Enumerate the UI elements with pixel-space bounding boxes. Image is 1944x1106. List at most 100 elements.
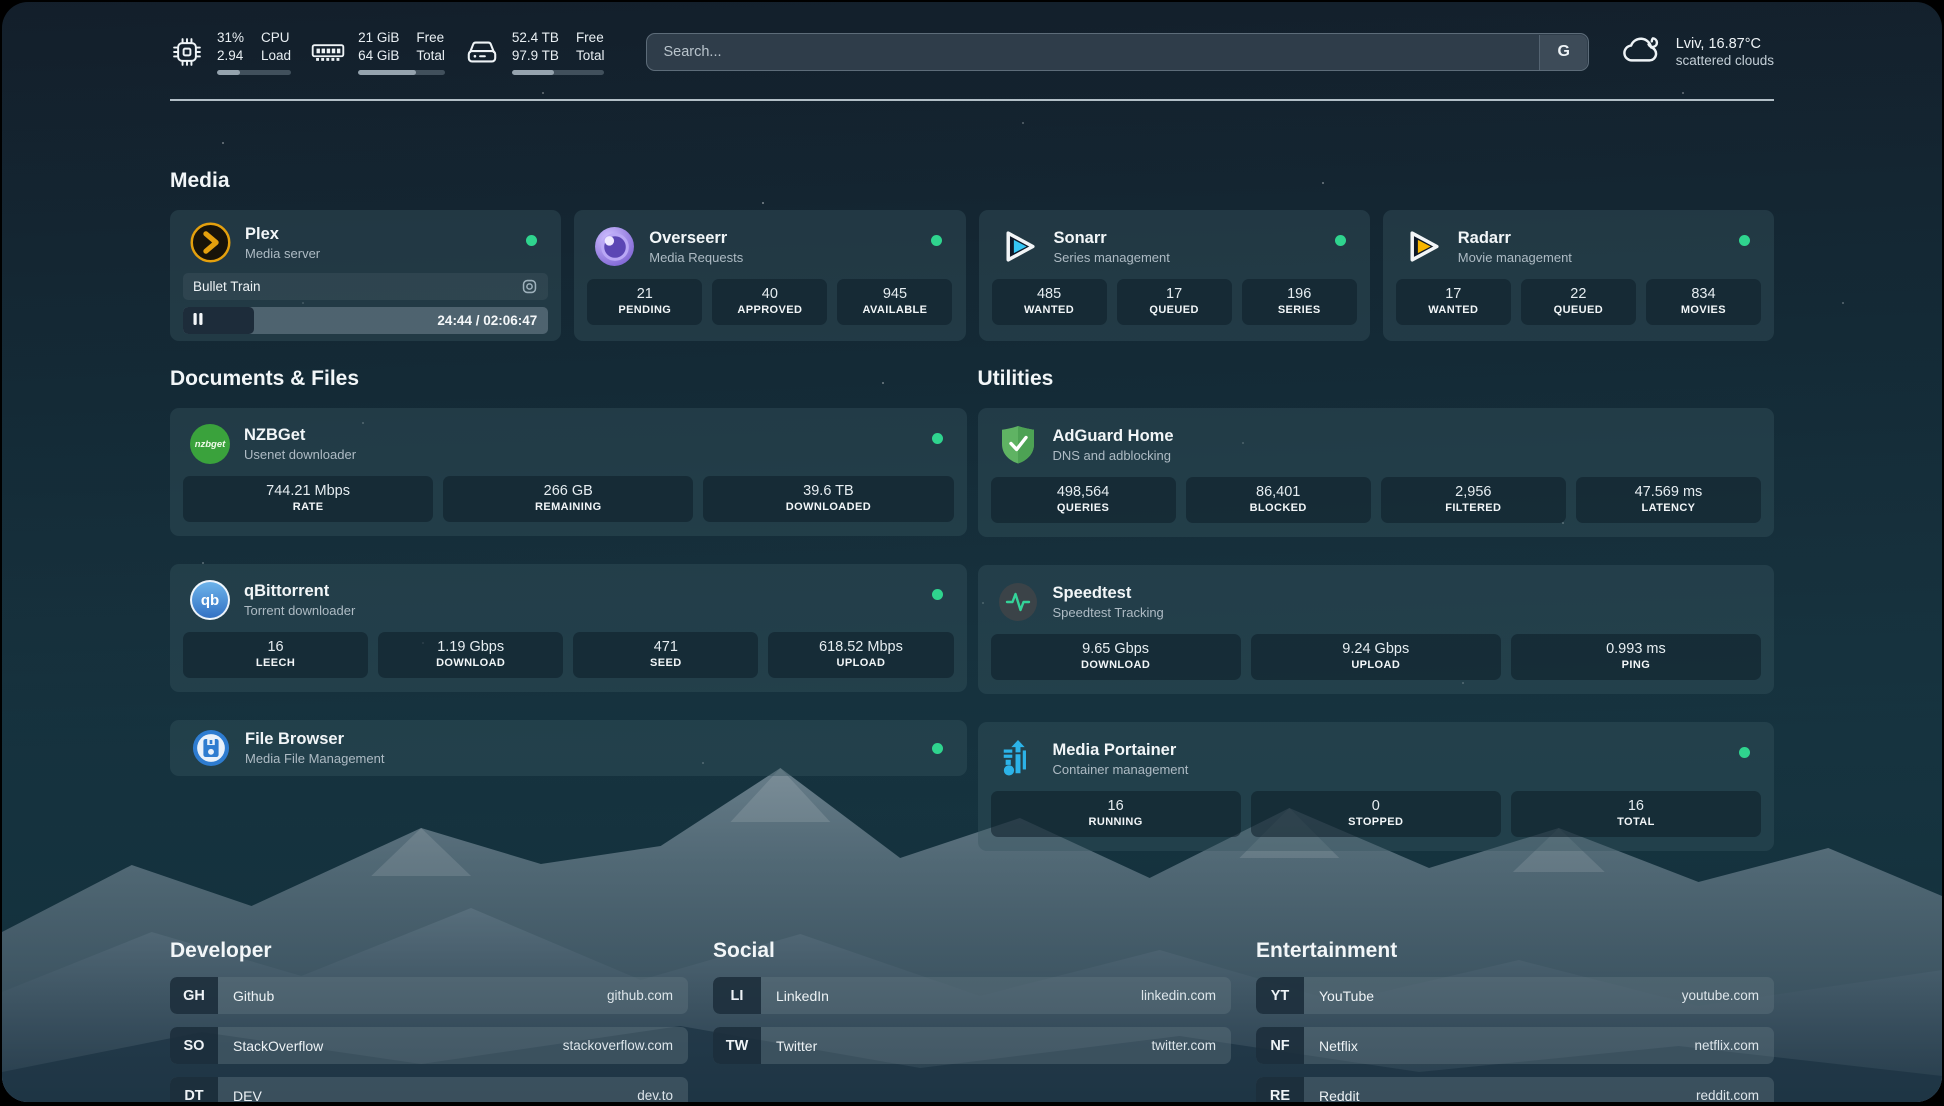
service-card-nzbget[interactable]: nzbget NZBGet Usenet downloader 744.21 M…	[170, 408, 967, 537]
bookmark-name: StackOverflow	[233, 1037, 324, 1054]
stat-box: 39.6 TB DOWNLOADED	[703, 476, 954, 523]
stat-box: 16 RUNNING	[990, 791, 1241, 838]
bookmark-url: netflix.com	[1694, 1038, 1759, 1054]
stat-box: 9.24 Gbps UPLOAD	[1250, 634, 1501, 681]
service-card-sonarr[interactable]: Sonarr Series management 485 WANTED 17 QUE…	[978, 210, 1370, 342]
service-description: Container management	[1052, 761, 1189, 777]
disk-icon	[465, 35, 499, 69]
memory-icon	[311, 35, 345, 69]
bookmark-name: DEV	[233, 1087, 262, 1102]
stat-box: 22 QUEUED	[1520, 279, 1636, 326]
service-name: Speedtest	[1052, 583, 1132, 602]
bookmark-reddit[interactable]: RE Reddit reddit.com	[1256, 1077, 1774, 1102]
section-title-social: Social	[713, 939, 775, 963]
playback-elapsed	[183, 307, 255, 335]
stat-box: 0 STOPPED	[1250, 791, 1501, 838]
now-playing-title: Bullet Train	[193, 279, 261, 295]
stat-box: 834 MOVIES	[1645, 279, 1761, 326]
stat-box: 266 GB REMAINING	[443, 476, 694, 523]
bookmark-dev[interactable]: DT DEV dev.to	[170, 1077, 688, 1102]
sonarr-icon	[999, 226, 1040, 267]
stat-box: 47.569 ms LATENCY	[1575, 477, 1761, 524]
cpu-load-value: 2.94	[217, 47, 244, 63]
service-card-overseerr[interactable]: Overseerr Media Requests 21 PENDING 40 APP…	[574, 210, 966, 342]
filebrowser-icon	[190, 728, 231, 769]
bookmark-twitter[interactable]: TW Twitter twitter.com	[713, 1027, 1231, 1065]
section-media: Media Plex Media server	[170, 169, 1774, 342]
bookmark-abbr: RE	[1256, 1077, 1304, 1102]
section-title-documents: Documents & Files	[170, 367, 360, 391]
bookmark-abbr: GH	[170, 977, 218, 1015]
weather-widget: Lviv, 16.87°C scattered clouds	[1621, 34, 1774, 71]
now-playing-icon[interactable]	[521, 278, 538, 295]
memory-total-label: Total	[416, 47, 445, 63]
service-card-qbittorrent[interactable]: qb qBittorrent Torrent downloader 16 LEEC…	[170, 564, 967, 693]
bookmark-name: Github	[233, 987, 275, 1004]
search-provider-button[interactable]: G	[1539, 34, 1588, 70]
bookmark-abbr: NF	[1256, 1027, 1304, 1065]
stat-box: 0.993 ms PING	[1510, 634, 1762, 681]
disk-total-value: 97.9 TB	[511, 47, 559, 63]
cpu-load-label: Load	[261, 47, 292, 63]
bookmark-name: Reddit	[1319, 1087, 1360, 1102]
service-card-radarr[interactable]: Radarr Movie management 17 WANTED 22 QUEUE…	[1382, 210, 1774, 342]
service-name: qBittorrent	[244, 582, 330, 601]
search-bar: G	[646, 33, 1589, 72]
service-description: Speedtest Tracking	[1052, 604, 1164, 620]
service-card-speedtest[interactable]: Speedtest Speedtest Tracking 9.65 Gbps DO…	[977, 565, 1774, 695]
stat-box: 498,564 QUERIES	[990, 477, 1176, 524]
nzbget-icon: nzbget	[190, 424, 230, 465]
stat-box: 1.19 Gbps DOWNLOAD	[378, 632, 564, 679]
service-name: AdGuard Home	[1052, 426, 1174, 445]
qbittorrent-icon: qb	[190, 580, 230, 621]
stat-box: 196 SERIES	[1241, 279, 1357, 326]
service-name: Media Portainer	[1052, 740, 1177, 759]
disk-free-value: 52.4 TB	[511, 30, 559, 45]
bookmark-abbr: TW	[713, 1027, 761, 1065]
memory-free-label: Free	[416, 30, 445, 45]
bookmark-netflix[interactable]: NF Netflix netflix.com	[1256, 1027, 1774, 1065]
status-dot	[1334, 235, 1346, 247]
stat-box: 16 LEECH	[183, 632, 369, 679]
stat-box: 86,401 BLOCKED	[1185, 477, 1371, 524]
cpu-usage-label: CPU	[261, 30, 290, 45]
memory-total-value: 64 GiB	[358, 47, 400, 63]
memory-progress-bar	[358, 70, 445, 76]
service-card-filebrowser[interactable]: File Browser Media File Management	[170, 720, 967, 777]
memory-widget: 21 GiB 64 GiB Free Total	[311, 29, 445, 76]
stat-box: 744.21 Mbps RATE	[183, 476, 434, 523]
bookmark-name: YouTube	[1319, 987, 1375, 1004]
disk-total-label: Total	[575, 47, 605, 63]
bookmark-url: stackoverflow.com	[562, 1038, 673, 1054]
service-card-plex[interactable]: Plex Media server Bullet Train	[170, 210, 562, 342]
now-playing-row: Bullet Train	[183, 273, 549, 301]
section-social: Social LI LinkedIn linkedin.com TW Twitt…	[713, 939, 1231, 1102]
section-title-entertainment: Entertainment	[1256, 939, 1398, 963]
stat-box: 9.65 Gbps DOWNLOAD	[990, 634, 1241, 681]
service-card-portainer[interactable]: Media Portainer Container management 16 R…	[977, 722, 1774, 852]
bookmark-stackoverflow[interactable]: SO StackOverflow stackoverflow.com	[170, 1027, 688, 1065]
status-dot	[931, 743, 943, 755]
bookmark-github[interactable]: GH Github github.com	[170, 977, 688, 1015]
service-description: Usenet downloader	[244, 447, 357, 463]
bookmark-url: dev.to	[637, 1088, 673, 1102]
service-card-adguard[interactable]: AdGuard Home DNS and adblocking 498,564 Q…	[977, 408, 1774, 538]
stat-box: 17 WANTED	[1395, 279, 1511, 326]
portainer-icon	[998, 738, 1039, 779]
disk-progress-bar	[511, 70, 605, 76]
service-description: DNS and adblocking	[1052, 447, 1172, 463]
search-input[interactable]	[646, 33, 1589, 72]
bookmark-youtube[interactable]: YT YouTube youtube.com	[1256, 977, 1774, 1015]
cpu-progress-bar	[217, 70, 292, 76]
service-description: Media server	[245, 245, 321, 261]
radarr-icon	[1403, 226, 1444, 267]
bookmark-linkedin[interactable]: LI LinkedIn linkedin.com	[713, 977, 1231, 1015]
section-title-utilities: Utilities	[977, 367, 1054, 391]
bookmark-url: twitter.com	[1151, 1038, 1216, 1054]
bookmark-abbr: LI	[713, 977, 761, 1015]
stat-box: 16 TOTAL	[1510, 791, 1762, 838]
cpu-icon	[170, 35, 204, 69]
service-name: NZBGet	[244, 426, 306, 445]
adguard-icon	[998, 424, 1039, 465]
bookmark-name: LinkedIn	[776, 987, 829, 1004]
